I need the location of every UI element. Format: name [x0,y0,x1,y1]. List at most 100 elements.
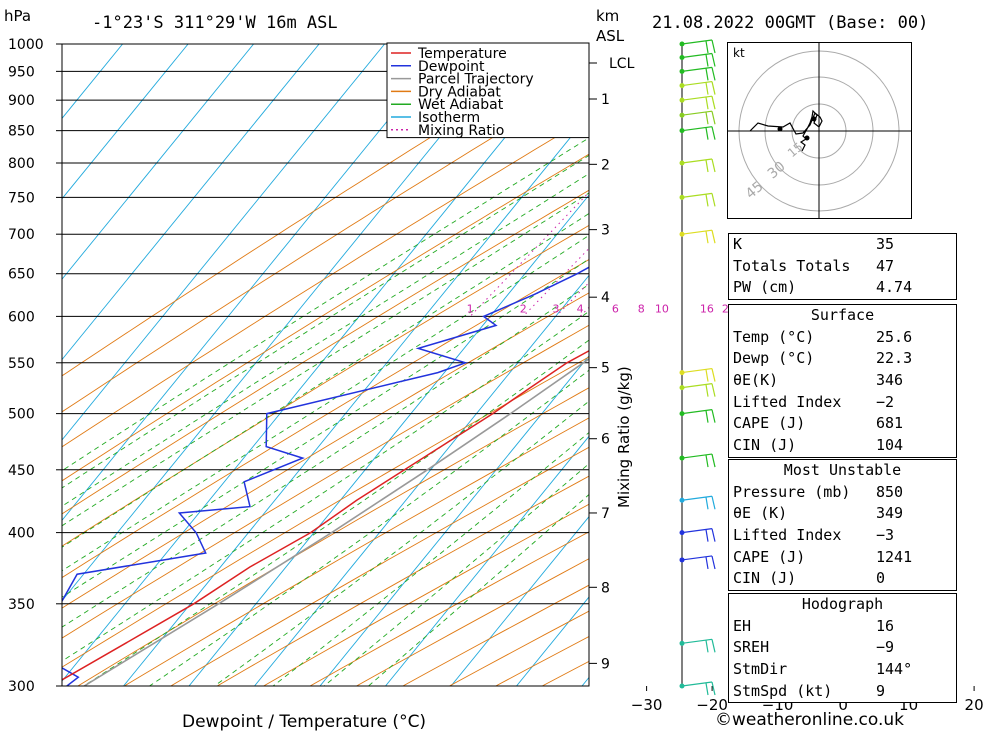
isotherm-line [188,194,589,686]
most-unstable-table: Most Unstable Pressure (mb) 850 θE (K) 349… [728,459,957,592]
legend-label: Temperature [417,46,507,62]
y-tick-label: 550 [8,356,35,372]
km-tick-label: 8 [601,580,610,596]
indices-label: K [733,235,743,253]
wet-adiabat-line [62,137,589,472]
surface-label: CAPE (J) [733,414,806,433]
isotherm-line [62,44,320,361]
wind-barb [679,638,716,653]
hodo-label: EH [733,616,752,635]
x-tick-label: −30 [631,696,663,714]
surface-value: 22.3 [876,349,913,368]
mixing-ratio-label: 16 [700,302,714,315]
mixing-ratio-label: 2 [520,302,527,315]
legend-label: Isotherm [418,110,480,126]
hodo-row: StmSpd (kt) 9 [729,681,956,703]
wet-adiabat-line [149,369,589,686]
y-tick-label: 1000 [8,37,44,53]
x-tick-label: 20 [965,696,984,714]
km-tick-label: 9 [601,656,610,672]
mu-row: CAPE (J) 1241 [729,547,956,569]
hodo-row: StmDir 144° [729,659,956,681]
isotherm-line [62,44,451,522]
wind-barb [679,110,716,125]
surface-row: Lifted Index −2 [729,392,956,414]
dry-adiabat-line [62,356,589,668]
dry-adiabat-line [62,259,589,579]
mu-label: Lifted Index [733,526,842,545]
mu-value: −3 [876,526,895,545]
isotherm-line [450,515,589,686]
footer-credit[interactable]: ©weatheronline.co.uk [715,710,905,730]
isotherm-line [62,44,385,441]
mu-label: θE (K) [733,504,788,523]
hodo-value: −9 [876,638,895,657]
x-axis-label: Dewpoint / Temperature (°C) [182,712,426,732]
y-tick-label: 350 [8,597,35,613]
mixing-ratio-label: 4 [577,302,584,315]
location-label: -1°23'S 311°29'W 16m ASL [92,13,338,33]
mixing-ratio-label: 6 [612,302,619,315]
wind-barb [679,367,716,382]
hodo-row: EH 16 [729,616,956,638]
hodo-row: SREH −9 [729,637,956,659]
km-tick-label: 5 [601,361,610,377]
isotherm-line [62,44,582,682]
surface-label: θE(K) [733,371,779,390]
wet-adiabat-line [62,173,589,507]
surface-row: Dewp (°C) 22.3 [729,348,956,370]
y-tick-label: 950 [8,64,35,80]
surface-title: Surface [810,306,875,324]
hodo-label: StmSpd (kt) [733,681,833,700]
surface-label: Dewp (°C) [733,349,815,368]
surface-label: Lifted Index [733,392,842,411]
mixing-ratio-axis-label: Mixing Ratio (g/kg) [615,366,633,508]
wind-barb [679,80,716,95]
isotherm-line [62,44,189,200]
indices-label: Totals Totals [733,256,851,275]
hodograph-table: Hodograph EH 16 SREH −9 StmDir 144° StmSpd … [728,593,957,704]
mu-label: CAPE (J) [733,547,806,566]
dry-adiabat-line [62,153,589,482]
isotherm-line [254,274,589,686]
y-tick-label: 850 [8,124,35,140]
indices-label: PW (cm) [733,278,797,297]
y-tick-label: 600 [8,309,35,325]
km-tick-label: 1 [601,92,610,108]
mu-value: 349 [876,504,904,523]
dry-adiabat-line [262,503,589,686]
hodo-value: 144° [876,660,913,679]
y-tick-label: 700 [8,227,35,243]
wind-barb [679,453,716,468]
legend-box [386,42,590,139]
km-tick-label: 6 [601,432,610,448]
mixing-ratio-label: 3 [553,302,560,315]
surface-value: 104 [876,436,904,455]
hodo-ring-label-45: 45 [743,179,767,203]
mixing-ratio-label: 10 [655,302,669,315]
dry-adiabat-line [216,475,589,686]
wind-barb [679,126,716,140]
surface-row: Temp (°C) 25.6 [729,327,956,349]
legend-label: Mixing Ratio [418,123,504,139]
surface-row: CAPE (J) 681 [729,413,956,435]
mu-value: 1241 [876,547,913,566]
surface-value: 681 [876,414,904,433]
indices-value: 35 [876,235,895,253]
mu-label: CIN (J) [733,569,797,588]
km-tick-label: 2 [601,157,610,173]
dry-adiabat-line [62,224,589,547]
y-tick-label: 800 [8,156,35,172]
hodograph-panel: kt 15 30 45 [727,42,912,219]
legend-label: Wet Adiabat [418,97,504,113]
y-tick-label: 750 [8,190,35,206]
wind-barb [679,158,716,173]
hodo-marker [777,126,783,132]
indices-value: 4.74 [876,278,913,297]
surface-row: CIN (J) 104 [729,435,956,457]
hodo-marker [811,116,817,122]
legend-label: Dewpoint [418,59,485,75]
km-tick-label: 7 [601,506,610,522]
hodograph-title: Hodograph [801,595,884,613]
dry-adiabat-line [123,417,589,686]
